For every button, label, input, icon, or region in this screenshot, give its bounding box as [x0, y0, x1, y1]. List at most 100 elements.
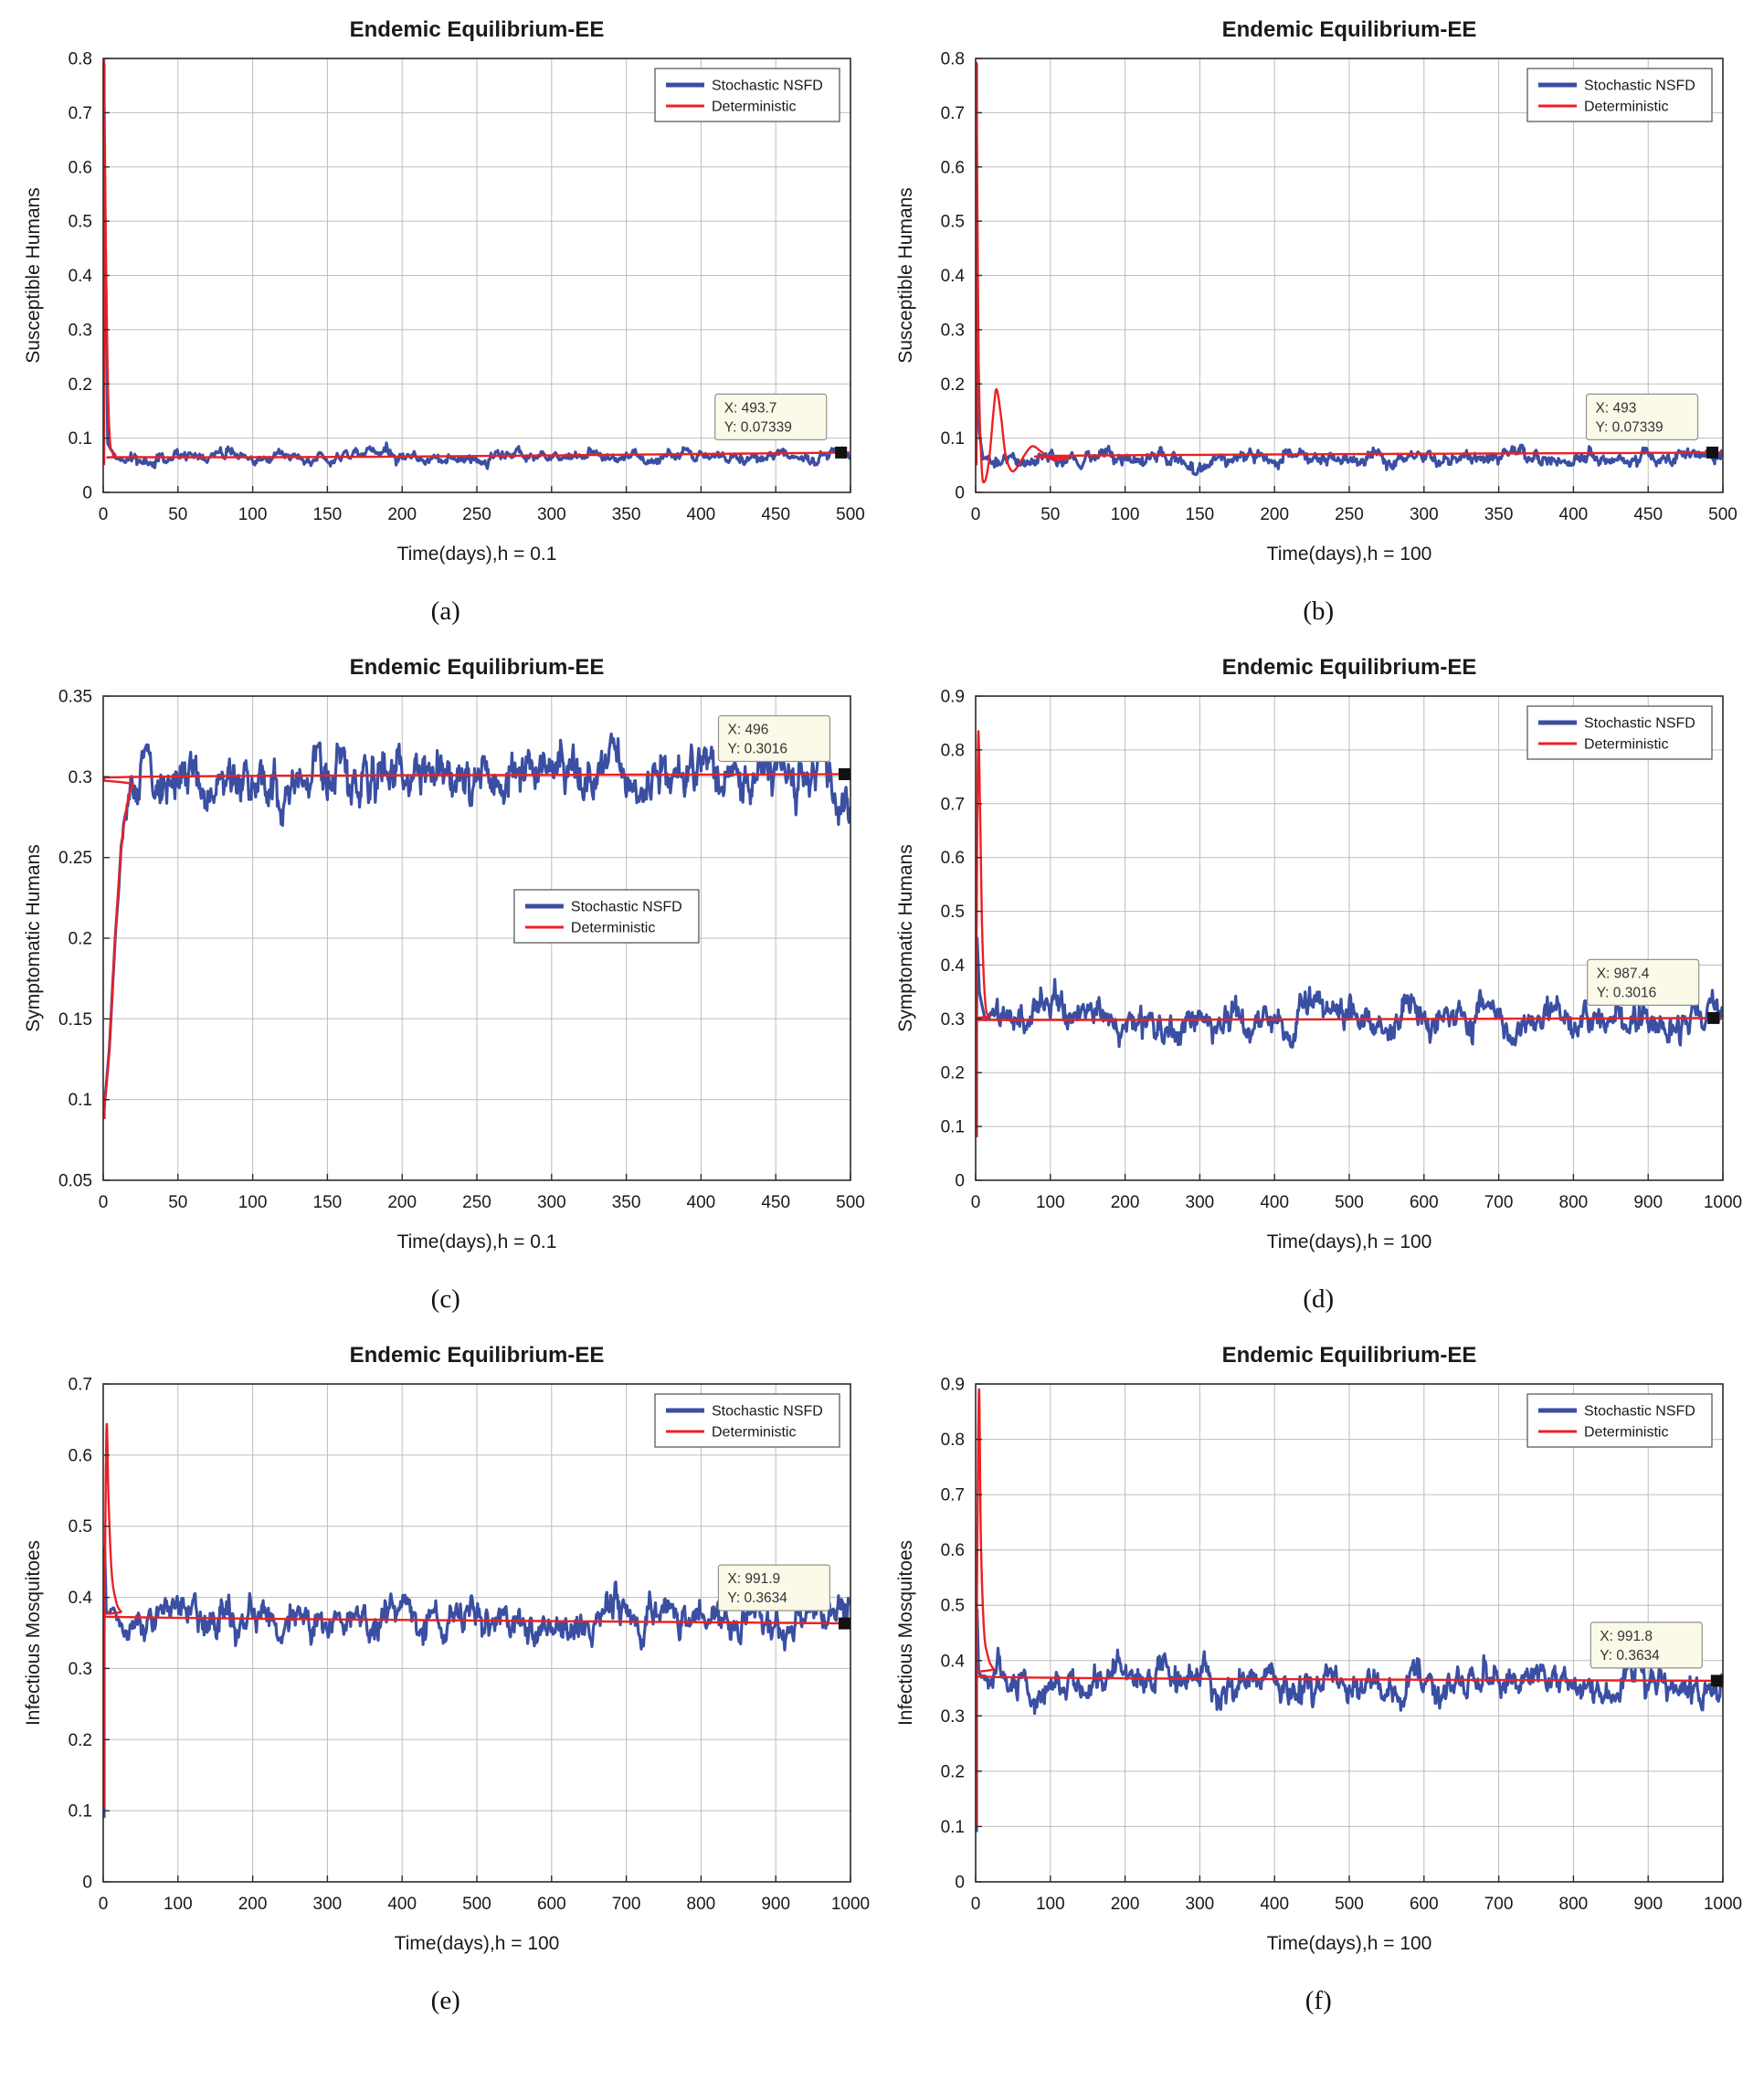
svg-text:0: 0 [956, 484, 966, 503]
tick-labels: 0 50 100 150 200 250 300 350 400 450 500 0 0.1 0.2 0.3… [941, 50, 1738, 525]
tick-labels: 0 100 200 300 400 500 600 700 800 900 1000 0 0.1 0.2 0… [941, 1376, 1743, 1915]
svg-text:0.2: 0.2 [941, 1762, 965, 1781]
svg-text:0.3: 0.3 [941, 1707, 965, 1727]
chart-b: 0 50 100 150 200 250 300 350 400 450 500 0 0.1 0.2 0.3… [884, 4, 1752, 593]
datatip-marker [1706, 446, 1719, 459]
svg-text:1000: 1000 [831, 1895, 870, 1914]
svg-text:500: 500 [836, 505, 865, 524]
svg-text:800: 800 [1559, 1193, 1589, 1212]
svg-text:0.4: 0.4 [68, 1589, 92, 1608]
datatip: X: 493.7 Y: 0.07339 [713, 393, 828, 440]
legend-label: Stochastic NSFD [571, 900, 682, 915]
x-axis-label: Time(days),h = 100 [1267, 1933, 1432, 1954]
svg-text:800: 800 [686, 1895, 715, 1914]
svg-text:0: 0 [98, 505, 108, 524]
svg-text:0.8: 0.8 [941, 741, 965, 760]
svg-text:0: 0 [956, 1172, 966, 1191]
svg-text:300: 300 [312, 1895, 342, 1914]
svg-text:0.3: 0.3 [68, 321, 91, 340]
legend: Stochastic NSFD Deterministic [1526, 1393, 1713, 1448]
chart-title: Endemic Equilibrium-EE [1222, 17, 1477, 42]
svg-text:350: 350 [1484, 505, 1514, 524]
tick-labels: 0 50 100 150 200 250 300 350 400 450 500 0 0.1 0.2 0.3… [68, 50, 864, 525]
svg-text:X: 493.7: X: 493.7 [724, 400, 776, 416]
svg-text:500: 500 [1708, 505, 1738, 524]
legend-label: Stochastic NSFD [1584, 1404, 1695, 1420]
legend: Stochastic NSFD Deterministic [1526, 68, 1713, 122]
svg-text:Y: 0.07339: Y: 0.07339 [724, 419, 791, 435]
tick-labels: 0 100 200 300 400 500 600 700 800 900 1000 0 0.1 0.2 0… [941, 688, 1743, 1213]
svg-text:Y: 0.3634: Y: 0.3634 [727, 1590, 787, 1606]
svg-text:0.7: 0.7 [941, 104, 965, 123]
x-axis-label: Time(days),h = 0.1 [396, 1231, 556, 1252]
svg-text:1000: 1000 [1704, 1193, 1742, 1212]
legend-label: Deterministic [1584, 737, 1668, 753]
svg-text:700: 700 [611, 1895, 640, 1914]
svg-text:0.3: 0.3 [68, 768, 91, 787]
grid-lines [976, 58, 1724, 492]
svg-text:600: 600 [537, 1895, 566, 1914]
chart-title: Endemic Equilibrium-EE [349, 17, 604, 42]
svg-text:200: 200 [387, 1193, 417, 1212]
svg-text:350: 350 [611, 1193, 640, 1212]
svg-text:100: 100 [238, 1193, 267, 1212]
caption-d: (d) [1303, 1284, 1335, 1314]
svg-text:0.7: 0.7 [68, 104, 91, 123]
stochastic-series-line [102, 63, 851, 470]
svg-text:150: 150 [312, 505, 342, 524]
svg-text:900: 900 [1634, 1193, 1664, 1212]
tick-marks [975, 58, 1724, 493]
svg-text:0: 0 [98, 1193, 108, 1212]
svg-text:400: 400 [1559, 505, 1589, 524]
chart-svg-b: 0 50 100 150 200 250 300 350 400 450 500 0 0.1 0.2 0.3… [895, 17, 1738, 565]
svg-text:200: 200 [1111, 1193, 1140, 1212]
y-axis-label: Symptomatic Humans [895, 844, 916, 1031]
svg-text:0.3: 0.3 [68, 1660, 91, 1679]
legend: Stochastic NSFD Deterministic [513, 889, 700, 944]
svg-text:0.1: 0.1 [68, 1091, 91, 1110]
svg-text:450: 450 [761, 1193, 790, 1212]
legend-label: Deterministic [1584, 1425, 1668, 1441]
stochastic-series-line [102, 728, 851, 1119]
svg-text:0.6: 0.6 [68, 158, 91, 177]
chart-svg-a: 0 50 100 150 200 250 300 350 400 450 500 0 0.1 0.2 0.3… [23, 17, 865, 565]
deterministic-series-line [102, 58, 850, 466]
svg-text:200: 200 [387, 505, 417, 524]
svg-text:250: 250 [462, 505, 491, 524]
svg-text:X: 496: X: 496 [727, 723, 768, 738]
svg-text:200: 200 [1261, 505, 1290, 524]
datatip-marker [834, 446, 847, 459]
svg-text:250: 250 [462, 1193, 491, 1212]
x-axis-label: Time(days),h = 100 [394, 1933, 559, 1954]
svg-text:450: 450 [761, 505, 790, 524]
grid-lines [976, 1384, 1724, 1882]
svg-text:Y: 0.07339: Y: 0.07339 [1596, 419, 1664, 435]
y-axis-label: Susceptible Humans [23, 187, 44, 364]
svg-text:0.3: 0.3 [941, 1010, 965, 1030]
legend-label: Deterministic [571, 921, 655, 936]
datatip: X: 991.9 Y: 0.3634 [717, 1564, 830, 1611]
svg-text:100: 100 [1036, 1895, 1065, 1914]
svg-text:500: 500 [1335, 1193, 1364, 1212]
svg-text:0.25: 0.25 [58, 849, 92, 868]
svg-text:0.5: 0.5 [941, 213, 965, 232]
svg-text:400: 400 [387, 1895, 417, 1914]
datatip-marker [838, 768, 850, 780]
tick-marks [102, 695, 851, 1181]
svg-text:900: 900 [761, 1895, 790, 1914]
svg-text:0.15: 0.15 [58, 1010, 92, 1030]
svg-text:100: 100 [238, 505, 267, 524]
svg-text:0.9: 0.9 [941, 1376, 965, 1395]
svg-text:0.5: 0.5 [941, 903, 965, 922]
stochastic-series-line [975, 63, 1724, 477]
chart-title: Endemic Equilibrium-EE [349, 655, 604, 680]
svg-text:300: 300 [1410, 505, 1439, 524]
tick-labels: 0 100 200 300 400 500 600 700 800 900 1000 0 0.1 0.2 0… [68, 1376, 870, 1915]
y-axis-label: Infectious Mosquitoes [895, 1540, 916, 1726]
svg-text:0: 0 [98, 1895, 108, 1914]
panel-a: 0 50 100 150 200 250 300 350 400 450 500 0 0.1 0.2 0.3… [9, 4, 882, 641]
chart-title: Endemic Equilibrium-EE [349, 1343, 604, 1368]
caption-f: (f) [1305, 1986, 1332, 2015]
legend-label: Stochastic NSFD [1584, 716, 1695, 732]
stochastic-series-line [975, 1608, 1724, 1833]
